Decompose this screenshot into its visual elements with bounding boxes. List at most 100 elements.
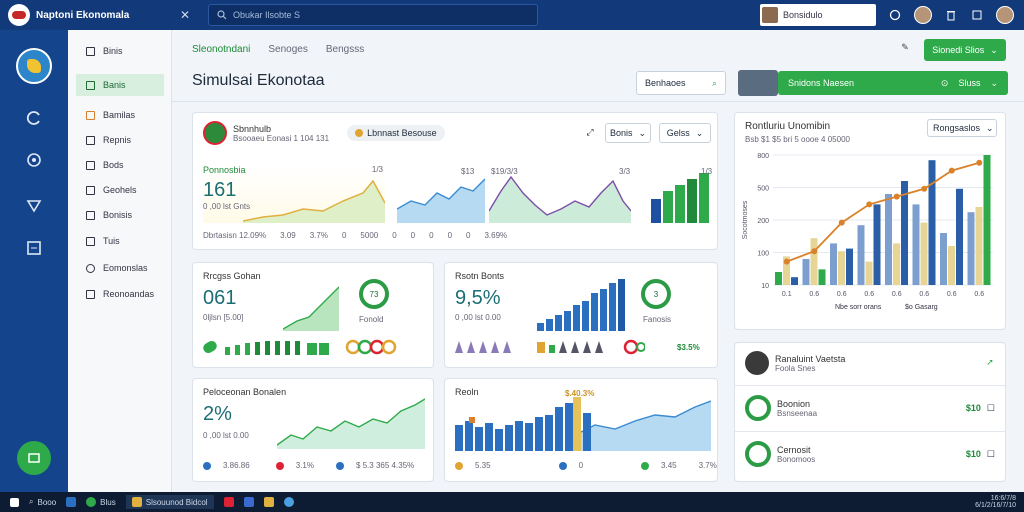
app-brand[interactable]: Naptoni Ekonomala [0, 4, 180, 26]
settings-icon[interactable] [970, 8, 984, 22]
bar [775, 272, 782, 285]
sidebar-item-banis[interactable]: Banis [76, 74, 164, 96]
footer-stat: 5.35 [475, 461, 491, 470]
grid-icon [86, 46, 95, 56]
taskbar-app-active[interactable]: Slsouunod Bidcol [125, 495, 214, 509]
taskbar-app[interactable] [263, 497, 274, 507]
status-badge[interactable]: Lbnnast Besouse [347, 125, 445, 141]
sidebar-item-bamilas[interactable]: Bamilas [76, 104, 164, 126]
search-placeholder: Obukar Ilsobte S [233, 10, 301, 20]
view-select[interactable]: Gelss ⌄ [659, 123, 711, 143]
area-chart [283, 286, 339, 331]
sidebar-item-bods[interactable]: Bods [76, 154, 164, 176]
globe-icon[interactable] [16, 48, 52, 84]
taskbar-app[interactable] [283, 497, 294, 507]
network-icon[interactable] [22, 148, 46, 172]
filter-input[interactable]: Benhaoes ⌕ [636, 71, 726, 95]
list-item-sub: Bonomoos [777, 454, 816, 464]
sidebar-item-bonisis[interactable]: Bonisis [76, 204, 164, 226]
trend-point [811, 248, 818, 255]
bar [912, 204, 920, 285]
window-icon [86, 289, 95, 299]
trend-point [893, 193, 900, 200]
list-item-value: $10 [965, 449, 981, 459]
trend-point [783, 258, 790, 265]
y-axis-label: Socotmoses [742, 200, 749, 239]
chart-range-select[interactable]: Rongsaslos ⌄ [927, 119, 997, 137]
refresh-icon[interactable] [22, 106, 46, 130]
card-footer: 3.86.86 3.1% $ 5.3 365 4.35% [203, 461, 414, 470]
user-avatar[interactable] [996, 6, 1014, 24]
bar [830, 243, 837, 285]
status-dot [455, 461, 463, 470]
sidebar-item-binis[interactable]: Binis [76, 40, 164, 62]
pin-icon[interactable]: ✎ [901, 41, 909, 52]
avatar [745, 351, 769, 375]
y-tick-label: 500 [757, 186, 769, 193]
search-input[interactable]: Obukar Ilsobte S [208, 4, 538, 26]
kpi-sparkline [243, 179, 385, 223]
account-box[interactable]: Bonsidulo [760, 4, 876, 26]
sidebar-item-eomonslas[interactable]: Eomonslas [76, 257, 164, 279]
card-name: Sbnnhulb [233, 123, 272, 134]
start-button[interactable] [10, 497, 19, 507]
stat-card: Peloceonan Bonalen 2% 0 ,00 lst 0.00 3.8… [192, 378, 434, 482]
thumbnail-image[interactable] [738, 70, 778, 96]
close-icon[interactable]: ✕ [180, 8, 191, 22]
bar [956, 188, 963, 285]
stat-card: Reoln $.40.3% 5.35 0 3.45 3.7% [444, 378, 718, 482]
tools-icon[interactable] [22, 194, 46, 218]
period-select[interactable]: Bonis ⌄ [605, 123, 651, 143]
primary-action-button[interactable]: Sionedi Slios ⌄ [924, 39, 1006, 61]
edit-icon[interactable]: ☐ [986, 402, 995, 413]
list-sub: Foola Snes [775, 363, 816, 373]
sidebar-item-geohels[interactable]: Geohels [76, 179, 164, 201]
sidebar-item-repnis[interactable]: Repnis [76, 129, 164, 151]
taskbar-app[interactable] [66, 497, 77, 507]
mini-label: $19/3/3 [491, 167, 518, 176]
list-item-title: Boonion [777, 398, 811, 409]
bar [940, 233, 947, 285]
bar [791, 277, 798, 285]
taskbar-app[interactable]: Blus [86, 497, 116, 507]
add-button[interactable] [17, 441, 51, 475]
breadcrumb-item[interactable]: Bengsss [325, 44, 365, 55]
ring-label: Fanosis [643, 315, 672, 324]
progress-ring [745, 441, 771, 467]
area-chart [277, 398, 425, 449]
taskbar-app[interactable] [243, 497, 254, 507]
sidebar-item-reonoandas[interactable]: Reonoandas [76, 283, 164, 305]
document-icon[interactable] [22, 236, 46, 260]
clock-icon[interactable] [888, 8, 902, 22]
progress-ring [745, 395, 771, 421]
expand-icon[interactable]: ⤢ [586, 126, 594, 137]
taskbar-app[interactable] [223, 497, 234, 507]
trash-icon[interactable] [944, 8, 958, 22]
stat-card-sub: 0 ,00 lst 0.00 [455, 313, 501, 322]
breadcrumb-item[interactable]: Sleonotndani [192, 44, 251, 55]
page-icon [86, 210, 95, 220]
scenario-dropdown[interactable]: Snidons Naesen ⊙ Sluss ⌄ [778, 71, 1008, 95]
breadcrumb-item[interactable]: Senoges [268, 44, 308, 55]
footer-stat: 0 [410, 231, 416, 240]
x-tick-label: 0.6 [892, 291, 902, 298]
x-tick-label: 0.6 [919, 291, 929, 298]
list-item[interactable]: Boonion Bsnseenaa $10 ☐ [745, 395, 995, 421]
mini-label: 1/3 [701, 167, 713, 176]
x-tick-label: 0.6 [974, 291, 984, 298]
box-icon [86, 160, 95, 170]
edit-icon[interactable]: ☐ [986, 448, 995, 459]
kpi-sub: 0 ,00 lst Gnts [203, 202, 251, 211]
stat-card-title: Rrcgss Gohan [203, 271, 261, 281]
footer-stat: 3.7% [309, 231, 328, 240]
progress-ring: 3 [641, 279, 671, 309]
header-divider [172, 101, 1024, 102]
system-clock[interactable]: 16:6/7/8 6/1/2/16/7/10 [975, 495, 1016, 509]
list-item[interactable]: Cernosit Bonomoos $10 ☐ [745, 441, 995, 467]
profile-avatar[interactable] [914, 6, 932, 24]
arrow-icon[interactable]: ➚ [986, 356, 994, 367]
x-tick-label: 0.1 [782, 291, 792, 298]
footer-icons [455, 339, 645, 355]
sidebar-item-tuis[interactable]: Tuis [76, 230, 164, 252]
taskbar-search[interactable]: ⌕ Booo [29, 497, 57, 507]
